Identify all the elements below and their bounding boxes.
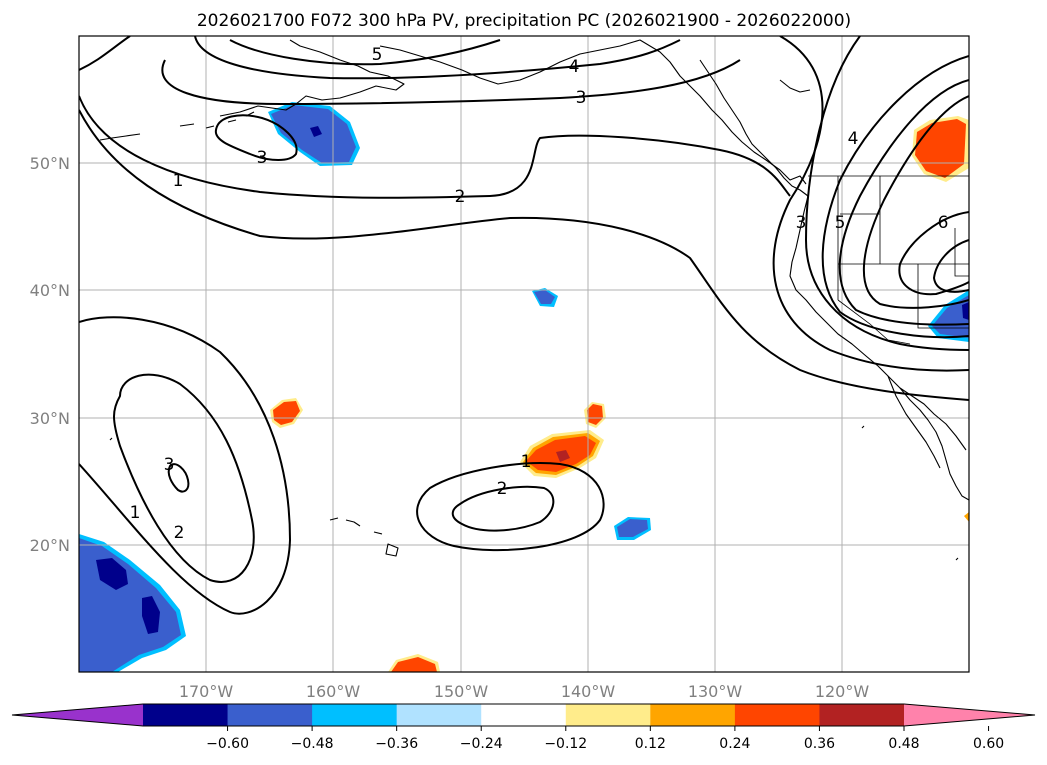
lat-label-30n: 30°N: [30, 409, 70, 428]
contour-label: 1: [173, 171, 184, 191]
lon-label-130w: 130°W: [688, 682, 743, 701]
contour-label: 4: [569, 57, 580, 77]
contour-label: 5: [835, 213, 846, 233]
colorbar-tick-label: 0.12: [635, 736, 666, 752]
colorbar-tick-label: −0.36: [375, 736, 418, 752]
precip-area-southwest-max1: [96, 558, 128, 590]
contour-2: [79, 95, 791, 199]
contour-label: 3: [796, 213, 807, 233]
map-frame: [78, 35, 970, 673]
coast-baja: [887, 375, 967, 469]
contour-east-3: [805, 36, 969, 351]
contour-label: 1: [521, 452, 532, 472]
precip-area-east-core: [932, 295, 969, 338]
border-us-states: [837, 176, 969, 345]
map-title: 2026021700 F072 300 hPa PV, precipitatio…: [197, 11, 851, 31]
contour-north-3: [161, 59, 741, 105]
colorbar-segment: [650, 704, 736, 726]
contour-label: 1: [130, 503, 141, 523]
contour-label: 3: [576, 88, 587, 108]
lon-label-170w: 170°W: [179, 682, 234, 701]
colorbar-segment: [734, 704, 820, 726]
precip-area-southwest-max2: [142, 596, 160, 634]
lon-label-150w: 150°W: [434, 682, 489, 701]
contour-loop-3: [214, 114, 298, 161]
contour-north-5: [229, 39, 501, 66]
colorbar-segment: [312, 704, 398, 726]
lat-label-50n: 50°N: [30, 154, 70, 173]
contour-label: 2: [497, 479, 508, 499]
coast-aleutians: [99, 111, 255, 141]
colorbar-tick-label: 0.36: [804, 736, 835, 752]
colorbar: −0.60 −0.48 −0.36 −0.24 −0.12 0.12 0.24 0.36 0.4…: [11, 703, 1036, 752]
contour-east-7: [933, 239, 969, 293]
lon-label-140w: 140°W: [561, 682, 616, 701]
precip-negative-areas: [79, 102, 969, 672]
precip-area-subtropic-core: [617, 519, 648, 537]
colorbar-segment: [143, 704, 229, 726]
precip-area-gulf-alaska-max: [310, 126, 322, 137]
coast-islands: [109, 425, 959, 561]
contour-label: 6: [938, 213, 949, 233]
colorbar-tick-label: 0.60: [973, 736, 1004, 752]
precip-area-pos-south-core: [391, 657, 437, 672]
lat-label-40n: 40°N: [30, 281, 70, 300]
contour-sub-2: [451, 485, 555, 532]
colorbar-tick-label: −0.48: [291, 736, 334, 752]
political-borders: [808, 175, 969, 345]
graticule: [79, 36, 969, 672]
precip-area-southwest-core: [79, 538, 181, 672]
precip-area-central-core: [534, 290, 555, 304]
y-axis-labels: 50°N 40°N 30°N 20°N: [30, 154, 70, 555]
coast-bc: [699, 59, 811, 197]
colorbar-tick-label: 0.24: [719, 736, 750, 752]
colorbar-segment: [565, 704, 651, 726]
lon-label-160w: 160°W: [306, 682, 361, 701]
contour-sw-2: [113, 373, 255, 583]
colorbar-segment: [227, 704, 313, 726]
lat-label-20n: 20°N: [30, 536, 70, 555]
colorbar-tick-label: −0.12: [544, 736, 587, 752]
contour-label: 4: [848, 129, 859, 149]
coast-us-west: [789, 195, 969, 501]
contour-east-4: [821, 55, 969, 339]
colorbar-outline: [11, 703, 1036, 727]
contour-label: 2: [174, 523, 185, 543]
lon-label-120w: 120°W: [815, 682, 870, 701]
contour-label: 2: [455, 187, 466, 207]
contour-label: 3: [164, 455, 175, 475]
colorbar-extend-low: [12, 704, 143, 726]
precip-area-pos-tiny: [964, 512, 969, 522]
contour-east-2: [772, 36, 969, 372]
contour-east-6: [863, 95, 969, 309]
precip-area-pos-a-core: [273, 401, 300, 425]
precip-area-pos-b-core: [587, 404, 603, 425]
map-panel: 5 4 3 3 2 1 3 5 6 4 3 2 1 2 1: [78, 35, 970, 673]
contour-sw-3: [167, 463, 190, 493]
colorbar-extend-high: [904, 704, 1035, 726]
colorbar-tick-label: 0.48: [888, 736, 919, 752]
contour-sub-1: [416, 462, 605, 552]
colorbar-tick-label: −0.60: [206, 736, 249, 752]
colorbar-tick-label: −0.24: [460, 736, 503, 752]
colorbar-segment: [481, 704, 567, 726]
contour-labels: 5 4 3 3 2 1 3 5 6 4 3 2 1 2 1: [130, 45, 949, 543]
contour-north-4: [194, 36, 681, 80]
coastlines: [99, 39, 969, 561]
x-axis-labels: 170°W 160°W 150°W 140°W 130°W 120°W: [179, 682, 870, 701]
contour-east-5: [838, 79, 969, 326]
contour-1: [79, 36, 969, 401]
contour-label: 5: [372, 45, 383, 65]
precip-positive-areas: [270, 116, 969, 672]
colorbar-segment: [396, 704, 482, 726]
precip-area-east-max: [962, 302, 969, 320]
pv-contours: [79, 36, 969, 615]
precip-area-pos-main-max: [556, 450, 570, 462]
colorbar-segment: [819, 704, 905, 726]
contour-sw-1: [79, 316, 291, 615]
contour-label: 3: [257, 148, 268, 168]
coast-hawaii: [329, 517, 399, 557]
